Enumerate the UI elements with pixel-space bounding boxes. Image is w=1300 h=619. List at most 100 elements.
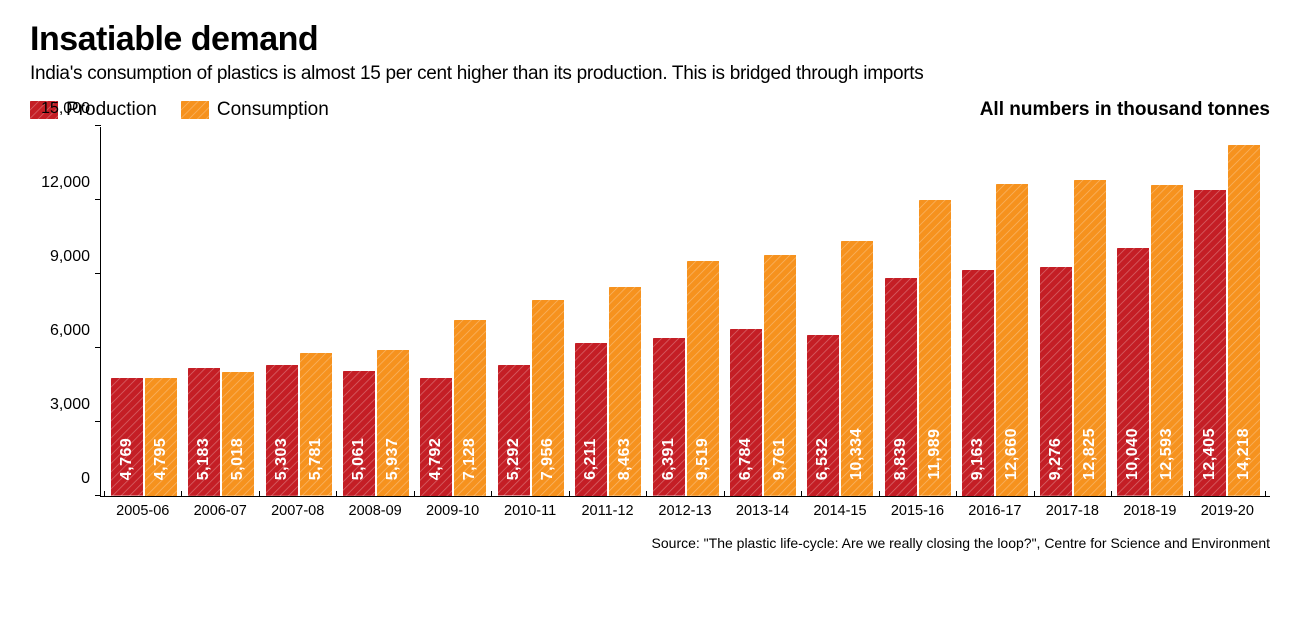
y-tick-mark: [95, 347, 101, 348]
bar-value-label: 14,218: [1235, 428, 1253, 480]
bar-consumption: 8,463: [609, 287, 641, 496]
x-tick-label: 2007-08: [259, 497, 336, 519]
bar-value-label: 7,956: [539, 437, 557, 480]
units-label: All numbers in thousand tonnes: [980, 99, 1270, 121]
bar-group: 6,211 8,463: [569, 127, 646, 496]
bars-container: 4,7694,7955,1835,0185,3035,7815,0615,937…: [101, 127, 1270, 496]
bar-group: 4,7927,128: [415, 127, 492, 496]
bar-value-label: 5,061: [350, 437, 368, 480]
bar-consumption: 7,956: [532, 300, 564, 496]
bar-production: 5,292: [498, 365, 530, 496]
y-tick-label: 15,000: [41, 100, 90, 118]
y-tick-label: 12,000: [41, 174, 90, 192]
bar-group: 9,276 12,825: [1034, 127, 1111, 496]
bar-consumption: 14,218: [1228, 145, 1260, 496]
x-tick-mark: [879, 491, 880, 497]
bar-production: 5,183: [188, 368, 220, 496]
bar-consumption: 5,937: [377, 350, 409, 496]
x-tick-mark: [1034, 491, 1035, 497]
source-text: Source: "The plastic life-cycle: Are we …: [30, 535, 1270, 551]
x-tick-mark: [646, 491, 647, 497]
bar-consumption: 11,989: [919, 200, 951, 496]
legend-label-consumption: Consumption: [217, 99, 329, 121]
x-tick-mark: [1189, 491, 1190, 497]
x-tick-mark: [491, 491, 492, 497]
chart-subtitle: India's consumption of plastics is almos…: [30, 63, 1270, 85]
bar-value-label: 4,769: [118, 437, 136, 480]
x-tick-mark: [104, 491, 105, 497]
x-tick-label: 2009-10: [414, 497, 491, 519]
bar-consumption: 10,334: [841, 241, 873, 496]
bar-production: 5,061: [343, 371, 375, 496]
x-tick-mark: [569, 491, 570, 497]
bar-value-label: 12,825: [1081, 428, 1099, 480]
bar-production: 6,532: [807, 335, 839, 496]
bar-production: 8,839: [885, 278, 917, 496]
x-tick-mark: [259, 491, 260, 497]
bar-value-label: 7,128: [461, 437, 479, 480]
bar-production: 9,163: [962, 270, 994, 496]
bar-group: 8,839 11,989: [879, 127, 956, 496]
bar-value-label: 5,303: [273, 437, 291, 480]
x-tick-label: 2011-12: [569, 497, 646, 519]
bar-value-label: 10,334: [848, 428, 866, 480]
y-tick-label: 6,000: [50, 322, 90, 340]
bar-consumption: 4,795: [145, 378, 177, 496]
x-tick-label: 2015-16: [879, 497, 956, 519]
bar-consumption: 12,593: [1151, 185, 1183, 496]
x-tick-label: 2006-07: [181, 497, 258, 519]
bar-consumption: 9,519: [687, 261, 719, 496]
y-tick-mark: [95, 199, 101, 200]
bar-value-label: 12,593: [1158, 428, 1176, 480]
bar-group: 5,292 7,956: [492, 127, 569, 496]
bar-production: 12,405: [1194, 190, 1226, 496]
x-tick-label: 2010-11: [491, 497, 568, 519]
swatch-consumption-icon: [181, 101, 209, 119]
x-tick-label: 2019-20: [1189, 497, 1266, 519]
chart-area: 03,0006,0009,00012,00015,000 4,7694,7955…: [30, 127, 1270, 497]
bar-consumption: 9,761: [764, 255, 796, 496]
bar-group: 6,784 9,761: [724, 127, 801, 496]
y-axis: 03,0006,0009,00012,00015,000: [30, 127, 100, 497]
bar-production: 10,040: [1117, 248, 1149, 496]
y-tick-label: 9,000: [50, 248, 90, 266]
x-tick-mark: [336, 491, 337, 497]
y-tick-label: 3,000: [50, 396, 90, 414]
x-tick-mark: [956, 491, 957, 497]
bar-value-label: 12,660: [1003, 428, 1021, 480]
x-tick-mark: [181, 491, 182, 497]
bar-group: 5,061 5,937: [337, 127, 414, 496]
bar-value-label: 9,276: [1047, 437, 1065, 480]
bar-value-label: 6,391: [660, 437, 678, 480]
bar-value-label: 8,463: [616, 437, 634, 480]
bar-group: 4,769 4,795: [105, 127, 182, 496]
bar-production: 9,276: [1040, 267, 1072, 496]
bar-group: 12,405 14,218: [1189, 127, 1266, 496]
legend-item-consumption: Consumption: [181, 99, 329, 121]
bar-value-label: 9,761: [771, 437, 789, 480]
x-axis: 2005-062006-072007-082008-092009-102010-…: [100, 497, 1270, 519]
x-tick-mark: [414, 491, 415, 497]
x-tick-label: 2018-19: [1111, 497, 1188, 519]
bar-consumption: 12,825: [1074, 180, 1106, 496]
y-tick-mark: [95, 495, 101, 496]
x-tick-mark: [1111, 491, 1112, 497]
bar-consumption: 12,660: [996, 184, 1028, 496]
x-tick-label: 2005-06: [104, 497, 181, 519]
bar-consumption: 5,018: [222, 372, 254, 496]
bar-production: 6,211: [575, 343, 607, 496]
bar-value-label: 5,292: [505, 437, 523, 480]
bar-production: 4,769: [111, 378, 143, 496]
bar-value-label: 11,989: [926, 428, 944, 479]
y-tick-mark: [95, 273, 101, 274]
bar-value-label: 6,784: [737, 437, 755, 480]
bar-group: 5,183 5,018: [182, 127, 259, 496]
bar-group: 6,391 9,519: [647, 127, 724, 496]
bar-value-label: 4,795: [152, 437, 170, 480]
x-tick-label: 2013-14: [724, 497, 801, 519]
bar-value-label: 5,183: [195, 437, 213, 480]
plot-area: 4,7694,7955,1835,0185,3035,7815,0615,937…: [100, 127, 1270, 497]
bar-value-label: 10,040: [1124, 428, 1142, 480]
bar-value-label: 5,018: [229, 437, 247, 480]
bar-production: 6,784: [730, 329, 762, 496]
